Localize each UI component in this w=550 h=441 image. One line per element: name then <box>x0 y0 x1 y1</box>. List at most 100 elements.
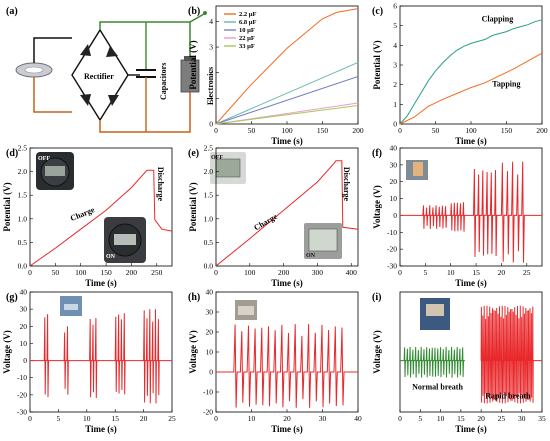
y-tick-label: 1.0 <box>204 214 214 223</box>
x-tick-label: 5 <box>418 414 422 423</box>
x-tick-label: 200 <box>278 268 290 277</box>
legend-entry: 10 µF <box>239 27 255 34</box>
x-axis-label: Time (s) <box>271 424 303 434</box>
y-tick-label: -20 <box>203 408 213 417</box>
y-axis-label: Potential (V) <box>2 182 12 231</box>
x-tick-label: 200 <box>126 268 138 277</box>
x-axis-label: Time (s) <box>85 424 117 434</box>
y-tick-label: 20 <box>206 328 214 337</box>
x-tick-label: 200 <box>352 126 364 135</box>
x-tick-label: 50 <box>248 126 256 135</box>
y-tick-label: 2.0 <box>18 167 28 176</box>
x-tick-label: 0 <box>398 414 402 423</box>
chart-h: (h) 0 10 20 30 40 -20 -10 0 10 20 30 40 Time (s) Volta… <box>188 288 362 435</box>
x-tick-label: 0 <box>28 414 32 423</box>
y-tick-label: -30 <box>17 408 27 417</box>
chest-photo-i <box>420 298 450 330</box>
y-tick-label: 10 <box>20 339 28 348</box>
diode-icon <box>106 46 118 57</box>
annotation-discharge: Discharge <box>156 167 165 202</box>
chart-g: (g) 0 5 10 15 20 25 -30 -20 -10 0 10 20 30 40 Time (s) V… <box>2 288 176 435</box>
photo-label-on-e: ON <box>306 253 316 259</box>
x-tick-label: 100 <box>281 126 293 135</box>
x-axis-label: Time (s) <box>455 278 487 288</box>
y-tick-label: -30 <box>387 262 397 271</box>
panel-letter: (e) <box>188 148 199 159</box>
x-axis-label: Time (s) <box>455 136 487 146</box>
series-label-tapping: Tapping <box>492 80 520 89</box>
x-axis-label: Time (s) <box>271 136 303 146</box>
x-tick-label: 250 <box>151 268 163 277</box>
annotation-normal-breath: Normal breath <box>412 383 463 392</box>
series-line <box>215 105 359 125</box>
y-tick-label: 1.0 <box>18 214 28 223</box>
y-tick-label: 2.0 <box>204 167 214 176</box>
y-tick-label: 1 <box>209 94 213 103</box>
y-tick-label: 4 <box>209 17 213 26</box>
panel-letter: (h) <box>188 292 200 303</box>
legend-entry: 6.8 µF <box>239 19 256 26</box>
y-tick-label: -10 <box>17 373 27 382</box>
x-tick-label: 20 <box>477 414 485 423</box>
y-tick-label: 30 <box>206 308 214 317</box>
y-tick-label: 0.5 <box>204 238 214 247</box>
x-tick-label: 400 <box>346 268 358 277</box>
y-tick-label: 40 <box>390 144 398 153</box>
panel-letter: (i) <box>372 292 381 303</box>
diode-icon <box>108 95 119 106</box>
x-tick-label: 0 <box>214 126 218 135</box>
series-line <box>215 76 359 125</box>
x-tick-label: 25 <box>523 268 531 277</box>
wire-green <box>99 21 191 60</box>
y-tick-label: 0 <box>393 120 397 129</box>
y-tick-label: 2 <box>393 80 397 89</box>
panel-letter: (d) <box>6 148 18 159</box>
x-tick-label: 100 <box>75 268 87 277</box>
x-tick-label: 10 <box>437 414 445 423</box>
x-tick-label: 0 <box>28 268 32 277</box>
wire-black <box>33 37 72 63</box>
plot-frame <box>399 291 543 413</box>
y-axis-label: Voltage (V) <box>2 330 12 373</box>
panel-a-schematic: (a) Rectifier Capacitors Electronics <box>6 6 215 133</box>
y-tick-label: 10 <box>206 348 214 357</box>
x-tick-label: 30 <box>518 414 526 423</box>
meter-photo-on: ON <box>304 223 342 259</box>
series-line <box>215 61 359 125</box>
series-line <box>215 160 359 267</box>
x-tick-label: 5 <box>57 414 61 423</box>
wrist-photo-g <box>60 296 82 316</box>
y-tick-label: -10 <box>203 388 213 397</box>
x-tick-label: 20 <box>140 414 148 423</box>
y-axis-label: Potential (V) <box>188 182 198 231</box>
x-tick-label: 100 <box>465 126 477 135</box>
panel-letter: (b) <box>188 6 200 17</box>
annotation-discharge: Discharge <box>342 167 351 202</box>
y-tick-label: 1.5 <box>18 191 28 200</box>
x-tick-label: 50 <box>52 268 60 277</box>
y-tick-label: 0.5 <box>18 238 28 247</box>
x-tick-label: 15 <box>472 268 480 277</box>
y-axis-label: Potential (V) <box>372 40 382 89</box>
x-tick-label: 20 <box>283 414 291 423</box>
x-tick-label: 200 <box>536 126 548 135</box>
y-tick-label: 2.5 <box>204 144 214 153</box>
stopwatch-photo-on: ON <box>104 217 146 263</box>
y-tick-label: 3 <box>393 61 397 70</box>
panel-letter: (g) <box>6 292 18 303</box>
y-tick-label: 0 <box>209 120 213 129</box>
y-tick-label: 0 <box>393 211 397 220</box>
series-line <box>480 305 542 404</box>
wire-orange <box>33 77 72 113</box>
wire-orange-return <box>99 92 191 133</box>
y-tick-label: 40 <box>20 288 28 297</box>
y-tick-label: 30 <box>20 305 28 314</box>
diode-icon <box>80 94 91 106</box>
panel-letter: (c) <box>372 6 383 17</box>
y-tick-label: 4 <box>393 41 397 50</box>
chart-d: (d) 0 50 100 150 200 250 0.0 0.5 1.0 1.5 2.0 2.5 Time… <box>2 144 173 288</box>
y-tick-label: 0 <box>23 356 27 365</box>
diode-icon <box>80 44 91 56</box>
x-axis-label: Time (s) <box>271 278 303 288</box>
chart-f: (f) 0 5 10 15 20 25 -30 -20 -10 0 10 20 30 40 Time (s) V… <box>372 144 543 288</box>
